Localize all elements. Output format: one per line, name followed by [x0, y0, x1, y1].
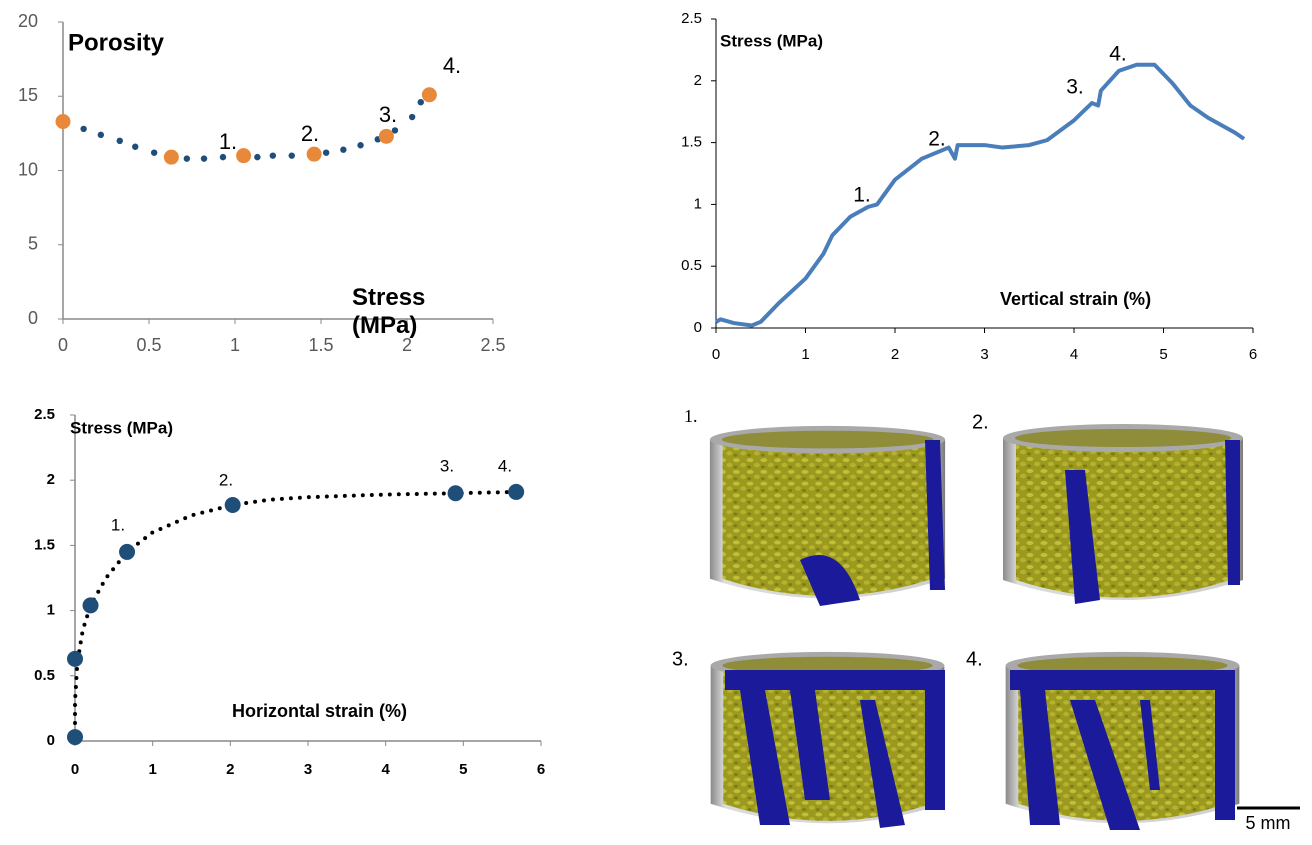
point	[80, 126, 86, 132]
point	[270, 152, 276, 158]
point	[323, 149, 329, 155]
point	[379, 129, 394, 144]
panel-label: 1.	[684, 406, 698, 426]
y-tick-label: 0	[47, 732, 55, 749]
point	[289, 152, 295, 158]
annotation: 4.	[443, 53, 461, 78]
y-tick-label: 2	[694, 72, 702, 89]
point	[448, 485, 464, 501]
annotation: 1.	[219, 129, 237, 154]
annotation: 1.	[853, 184, 871, 207]
data-line	[716, 65, 1244, 326]
x-tick-label: 4	[381, 761, 390, 778]
x-tick-label: 5	[1159, 346, 1167, 363]
annotation: 3.	[1066, 76, 1084, 99]
specimen-1	[710, 426, 945, 606]
point	[164, 150, 179, 165]
x-tick-label: 0	[712, 346, 720, 363]
x-tick-label: 1	[801, 346, 809, 363]
point	[117, 138, 123, 144]
x-tick-label: 3	[980, 346, 988, 363]
x-tick-label: 1.5	[308, 335, 333, 355]
annotation: 4.	[498, 456, 512, 475]
figure: 1. 2. 3. 4. 5 mm 0510152000.511.522.5Por…	[0, 0, 1312, 840]
x-tick-label: 2.5	[480, 335, 505, 355]
specimen-4	[1006, 652, 1240, 830]
x-tick-label: 3	[304, 761, 312, 778]
x-tick-label: 2	[891, 346, 899, 363]
annotation: 2.	[219, 470, 233, 489]
y-tick-label: 1.5	[34, 536, 55, 553]
annotation: 1.	[111, 515, 125, 534]
point	[340, 147, 346, 153]
annotation: 2.	[301, 121, 319, 146]
point	[201, 155, 207, 161]
y-tick-label: 10	[18, 159, 38, 179]
x-axis-label: Vertical strain (%)	[1000, 289, 1151, 309]
point	[98, 132, 104, 138]
y-tick-label: 0	[28, 308, 38, 328]
point	[67, 651, 83, 667]
point	[225, 497, 241, 513]
point	[151, 149, 157, 155]
x-tick-label: 5	[459, 761, 467, 778]
y-tick-label: 0.5	[681, 257, 702, 274]
point	[236, 148, 251, 163]
page: 1. 2. 3. 4. 5 mm 0510152000.511.522.5Por…	[0, 0, 1312, 840]
annotation: 4.	[1109, 43, 1127, 66]
y-tick-label: 2.5	[34, 406, 55, 423]
point	[56, 114, 71, 129]
panel-label: 4.	[966, 648, 983, 670]
y-axis-label: Stress (MPa)	[70, 418, 173, 437]
point	[132, 144, 138, 150]
x-tick-label: 1	[230, 335, 240, 355]
y-tick-label: 2	[47, 471, 55, 488]
point	[119, 544, 135, 560]
y-tick-label: 1	[694, 195, 702, 212]
point	[508, 484, 524, 500]
x-tick-label: 1	[148, 761, 156, 778]
x-axis-label: Stress (MPa)	[352, 284, 452, 340]
x-tick-label: 4	[1070, 346, 1078, 363]
y-axis-label: Porosity	[68, 29, 165, 56]
point	[422, 87, 437, 102]
y-tick-label: 5	[28, 234, 38, 254]
y-tick-label: 20	[18, 11, 38, 31]
point	[254, 154, 260, 160]
annotation: 2.	[928, 128, 946, 151]
y-tick-label: 2.5	[681, 10, 702, 27]
point	[83, 597, 99, 613]
x-tick-label: 0	[71, 761, 79, 778]
specimen-2	[1003, 424, 1243, 604]
point	[67, 729, 83, 745]
y-tick-label: 1.5	[681, 134, 702, 151]
y-tick-label: 0.5	[34, 667, 55, 684]
point	[418, 99, 424, 105]
scale-bar-label: 5 mm	[1246, 813, 1291, 833]
point	[409, 114, 415, 120]
x-tick-label: 0	[58, 335, 68, 355]
x-tick-label: 6	[1249, 346, 1257, 363]
panel-label: 3.	[672, 648, 689, 670]
point	[307, 147, 322, 162]
y-axis-label: Stress (MPa)	[720, 31, 823, 50]
x-axis-label: Horizontal strain (%)	[232, 701, 407, 721]
point	[357, 142, 363, 148]
specimen-3	[711, 652, 945, 828]
point	[220, 154, 226, 160]
y-tick-label: 0	[694, 319, 702, 336]
y-tick-label: 15	[18, 85, 38, 105]
annotation: 3.	[440, 456, 454, 475]
panel-label: 2.	[972, 411, 989, 433]
x-tick-label: 0.5	[136, 335, 161, 355]
x-tick-label: 6	[537, 761, 545, 778]
annotation: 3.	[379, 102, 397, 127]
y-tick-label: 1	[47, 602, 55, 619]
x-tick-label: 2	[226, 761, 234, 778]
point	[184, 155, 190, 161]
